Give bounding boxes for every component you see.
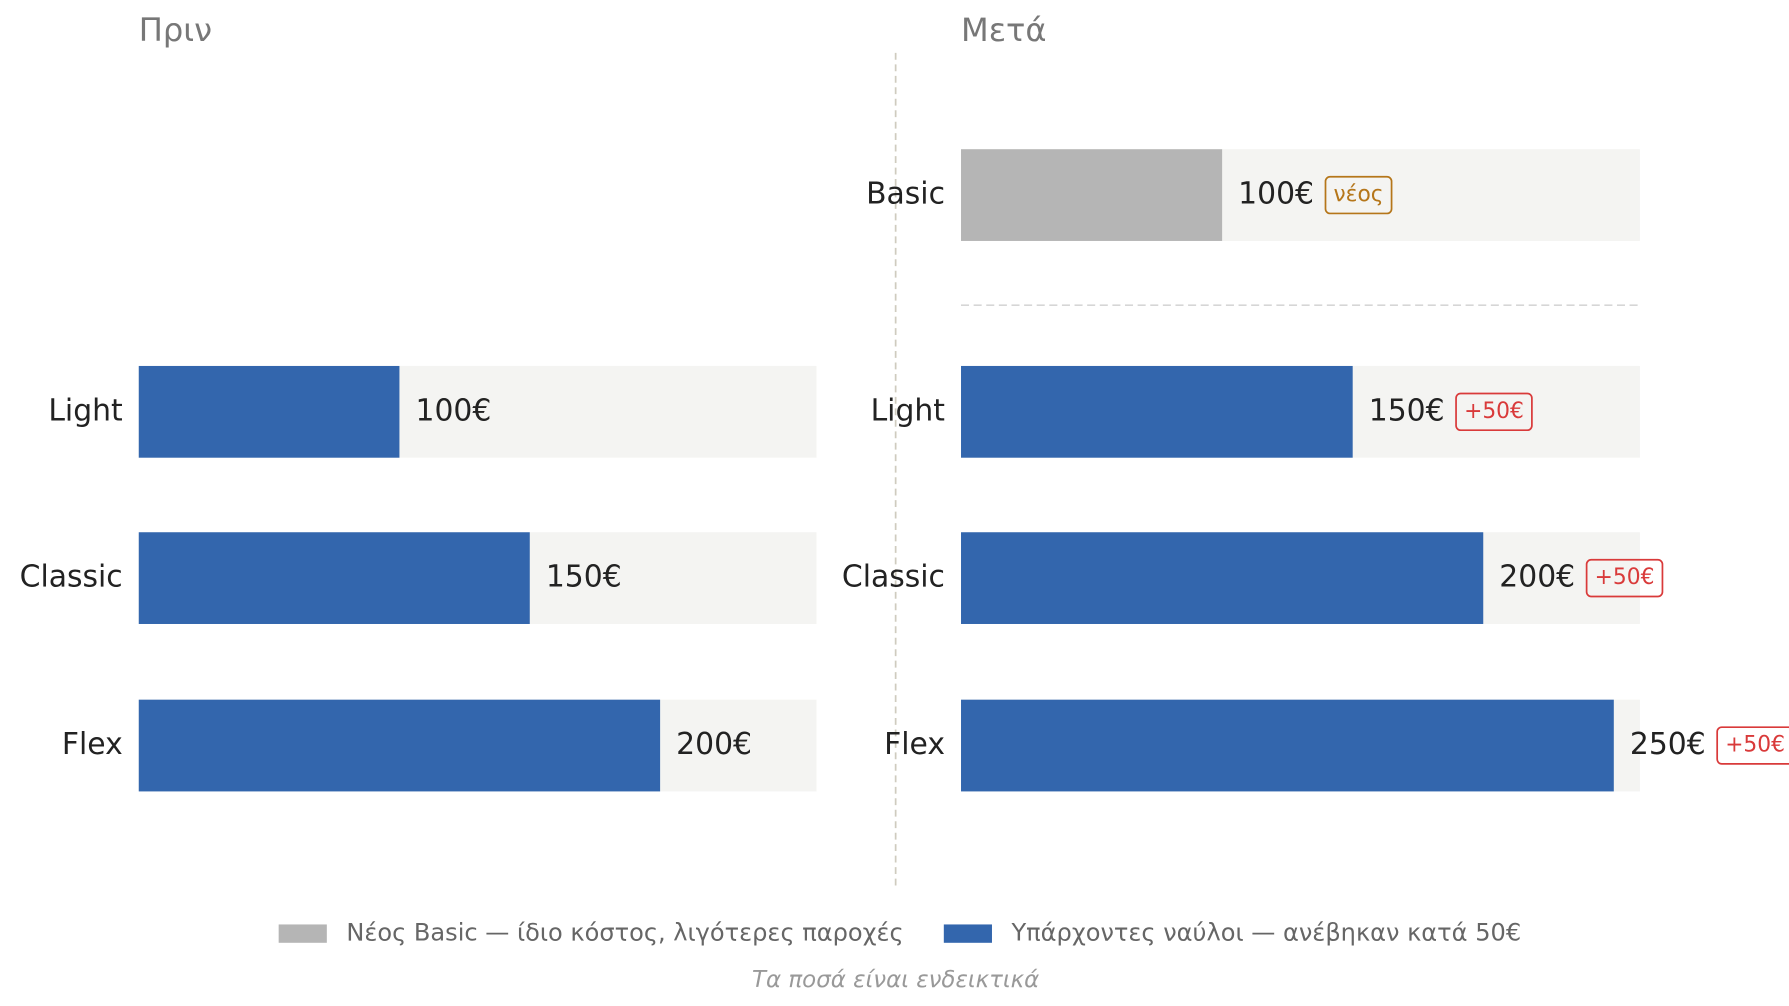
badge-label: +50€ (1464, 399, 1524, 424)
value-label: 150€ (1369, 393, 1445, 428)
value-label: 200€ (676, 727, 752, 762)
note: Τα ποσά είναι ενδεικτικά (752, 967, 1039, 993)
bar (961, 699, 1614, 792)
badge-label: νέος (1334, 182, 1384, 207)
bar (961, 365, 1353, 458)
category-label: Light (48, 393, 122, 428)
bar (138, 532, 530, 624)
category-label: Light (871, 393, 945, 428)
panel-title: Μετά (961, 11, 1047, 49)
badge (1324, 175, 1393, 215)
badge-label: +50€ (1725, 733, 1785, 758)
value-label: 150€ (546, 560, 622, 595)
legend-swatch (943, 924, 992, 943)
badge-label: +50€ (1595, 565, 1655, 590)
value-label: 250€ (1630, 727, 1706, 762)
badge (1716, 726, 1789, 765)
badge (1455, 392, 1533, 432)
legend-swatch (278, 924, 327, 943)
value-label: 100€ (415, 393, 491, 428)
panel-title: Πριν (139, 11, 212, 49)
legend-label: Υπάρχοντες ναύλοι — ανέβηκαν κατά 50€ (1010, 919, 1521, 947)
category-label: Classic (20, 560, 123, 595)
value-label: 100€ (1238, 177, 1314, 212)
category-label: Flex (884, 727, 945, 762)
category-label: Basic (866, 177, 945, 212)
legend-label: Νέος Basic — ίδιο κόστος, λιγότερες παρο… (346, 919, 903, 947)
category-label: Flex (62, 727, 123, 762)
bar (138, 699, 661, 792)
bar (961, 149, 1223, 241)
category-label: Classic (842, 560, 945, 595)
badge (1585, 558, 1664, 598)
bar (961, 532, 1484, 624)
bar (138, 365, 400, 458)
value-label: 200€ (1499, 560, 1575, 595)
